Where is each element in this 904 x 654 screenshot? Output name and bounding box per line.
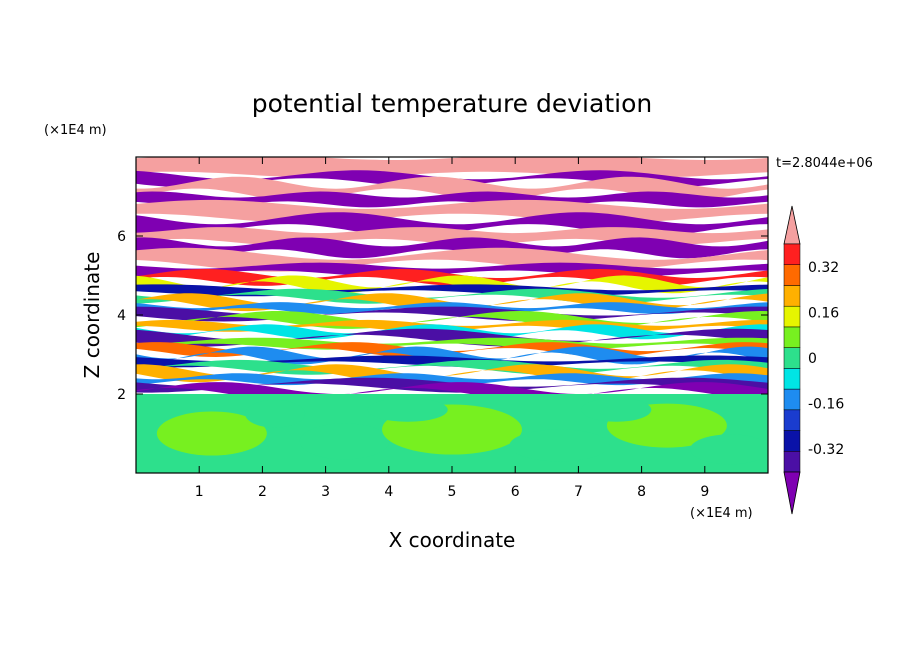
x-axis-label: X coordinate — [389, 528, 516, 552]
contour-blobs — [156, 397, 768, 465]
x-tick-label: 5 — [448, 484, 457, 500]
x-tick-label: 9 — [700, 484, 709, 500]
x-axis: 1 2 3 4 5 6 7 8 9 — [195, 157, 709, 500]
colorbar-segment — [783, 264, 801, 286]
contour-blob — [245, 399, 306, 428]
x-tick-label: 1 — [195, 484, 204, 500]
contour-band — [136, 337, 768, 350]
contour-blob — [690, 434, 768, 465]
y-tick-label: 6 — [117, 229, 126, 245]
contour-band — [136, 191, 768, 208]
colorbar-max-arrow — [783, 205, 801, 245]
colorbar-segment — [783, 451, 801, 473]
colorbar-segment — [783, 347, 801, 369]
colorbar-segment — [783, 409, 801, 431]
colorbar: 0.32 0.16 0 -0.16 -0.32 — [783, 205, 844, 515]
time-label: t=2.8044e+06 — [776, 156, 873, 171]
x-tick-label: 3 — [321, 484, 330, 500]
colorbar-segment — [783, 388, 801, 411]
colorbar-tick-label: 0 — [808, 351, 817, 367]
contour-blob — [581, 397, 652, 422]
x-tick-label: 2 — [258, 484, 267, 500]
contour-band — [136, 359, 768, 375]
contour-blob — [299, 423, 390, 460]
colorbar-tick-label: 0.16 — [808, 305, 839, 321]
colorbar-tick-label: -0.32 — [808, 442, 844, 458]
contour-band — [136, 328, 768, 347]
colorbar-tick-label: 0.32 — [808, 260, 839, 276]
y-axis: 2 4 6 — [117, 229, 768, 403]
colorbar-segment — [783, 305, 801, 328]
colorbar-min-arrow — [783, 471, 801, 515]
contour-blob — [509, 429, 610, 462]
y-tick-label: 2 — [117, 387, 126, 403]
colorbar-segment — [783, 368, 801, 390]
colorbar-segment — [783, 430, 801, 452]
plot-area — [136, 157, 768, 473]
x-unit-label: (×1E4 m) — [690, 506, 753, 521]
y-axis-label: Z coordinate — [80, 252, 104, 379]
y-unit-label: (×1E4 m) — [44, 123, 107, 138]
colorbar-segment — [783, 285, 801, 307]
contour-band — [136, 275, 768, 294]
chart-title: potential temperature deviation — [252, 89, 652, 118]
x-tick-label: 4 — [384, 484, 393, 500]
colorbar-segment — [783, 243, 801, 265]
colorbar-segment — [783, 326, 801, 348]
contour-blob — [367, 397, 448, 422]
y-tick-label: 4 — [117, 308, 126, 324]
x-tick-label: 6 — [511, 484, 520, 500]
contour-band — [136, 237, 768, 259]
colorbar-tick-label: -0.16 — [808, 397, 844, 413]
x-tick-label: 7 — [574, 484, 583, 500]
x-tick-label: 8 — [637, 484, 646, 500]
contour-blob — [156, 411, 267, 456]
